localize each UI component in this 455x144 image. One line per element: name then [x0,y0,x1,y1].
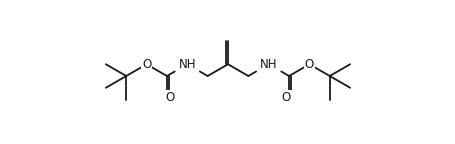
Text: O: O [281,91,290,104]
Text: NH: NH [259,58,277,71]
Text: O: O [142,58,151,71]
Text: O: O [165,91,174,104]
Text: O: O [304,58,313,71]
Text: NH: NH [178,58,196,71]
